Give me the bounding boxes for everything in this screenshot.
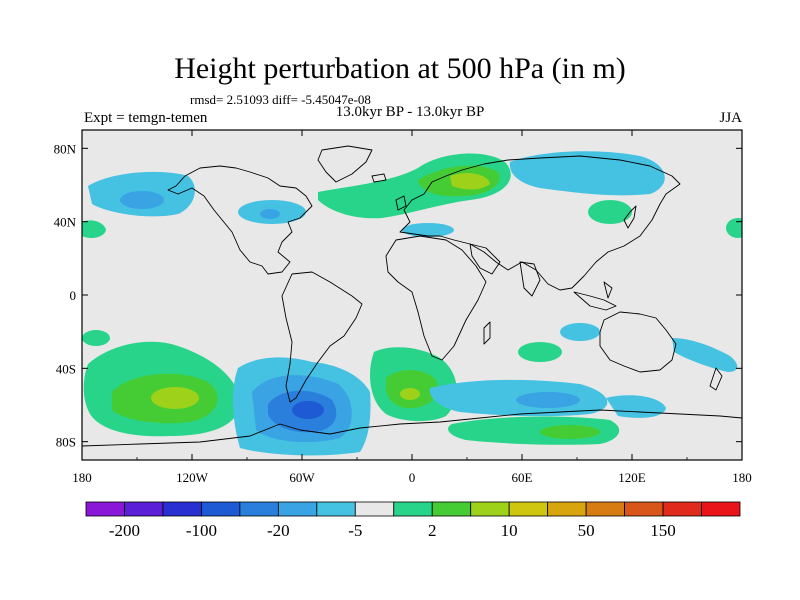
colorbar-swatch <box>701 501 741 517</box>
anomaly-south-pacific <box>83 341 241 437</box>
colorbar-label: -5 <box>348 521 362 540</box>
colorbar-swatch <box>201 501 241 517</box>
colorbar-swatch <box>316 501 356 517</box>
season-label: JJA <box>719 110 742 126</box>
y-tick-label: 0 <box>70 288 77 303</box>
colorbar-swatch <box>393 501 433 517</box>
plot-title: Height perturbation at 500 hPa (in m) <box>174 52 626 85</box>
anomaly-antarctic-90E <box>448 416 620 445</box>
x-tick-label: 180 <box>732 470 752 485</box>
colorbar-swatch <box>585 501 625 517</box>
coastlines <box>82 145 742 447</box>
colorbar-swatch <box>662 501 702 517</box>
period-label: 13.0kyr BP - 13.0kyr BP <box>335 104 485 120</box>
y-tick-label: 40S <box>56 361 76 376</box>
anomaly-north-asia <box>509 151 665 196</box>
anomaly-mediterranean <box>402 223 454 237</box>
coastline-australia <box>599 311 677 373</box>
experiment-label: Expt = temgn-temen <box>84 110 208 126</box>
y-tick-label: 80N <box>54 141 77 156</box>
x-tick-label: 60E <box>512 470 533 485</box>
colorbar-swatch <box>431 501 472 517</box>
colorbar-swatch <box>354 501 395 517</box>
coastline-africa <box>385 235 487 361</box>
rmsd-stats-label: rmsd= 2.51093 diff= -5.45047e-08 <box>190 92 371 107</box>
colorbar-swatch <box>624 501 664 517</box>
y-axis: 80N 40N 0 40S 80S <box>54 141 742 450</box>
anomaly-central-asia <box>588 200 632 224</box>
x-tick-label: 0 <box>409 470 416 485</box>
colorbar-label: 150 <box>650 521 676 540</box>
x-tick-label: 180 <box>72 470 92 485</box>
colorbar: -200 -100 -20 -5 2 10 50 150 <box>85 501 741 540</box>
x-tick-label: 60W <box>289 470 315 485</box>
coastline-antarctica <box>82 409 742 447</box>
x-axis: 180 120W 60W 0 60E 120E 180 <box>72 130 752 485</box>
colorbar-swatch <box>508 501 549 517</box>
colorbar-swatch <box>239 501 279 517</box>
colorbar-label: 50 <box>578 521 595 540</box>
colorbar-swatch <box>124 501 164 517</box>
anomaly-north-pacific <box>82 171 195 238</box>
coastline-greenland <box>317 145 373 183</box>
colorbar-swatch <box>85 501 125 517</box>
coastline-south-america <box>281 271 363 403</box>
colorbar-label: -100 <box>186 521 217 540</box>
y-tick-label: 40N <box>54 215 77 230</box>
coastline-north-america <box>167 165 313 275</box>
colorbar-swatch <box>547 501 587 517</box>
colorbar-label: -20 <box>267 521 290 540</box>
y-tick-label: 80S <box>56 435 76 450</box>
x-tick-label: 120W <box>176 470 209 485</box>
colorbar-label: 10 <box>501 521 518 540</box>
coastline-eurasia <box>399 155 681 291</box>
anomaly-south-atlantic-0E <box>370 347 457 422</box>
colorbar-label: 2 <box>428 521 437 540</box>
x-tick-label: 120E <box>618 470 646 485</box>
colorbar-swatch <box>162 501 202 517</box>
colorbar-swatch <box>277 501 318 517</box>
colorbar-swatch <box>470 501 510 517</box>
anomaly-shading <box>82 151 742 456</box>
colorbar-label: -200 <box>109 521 140 540</box>
